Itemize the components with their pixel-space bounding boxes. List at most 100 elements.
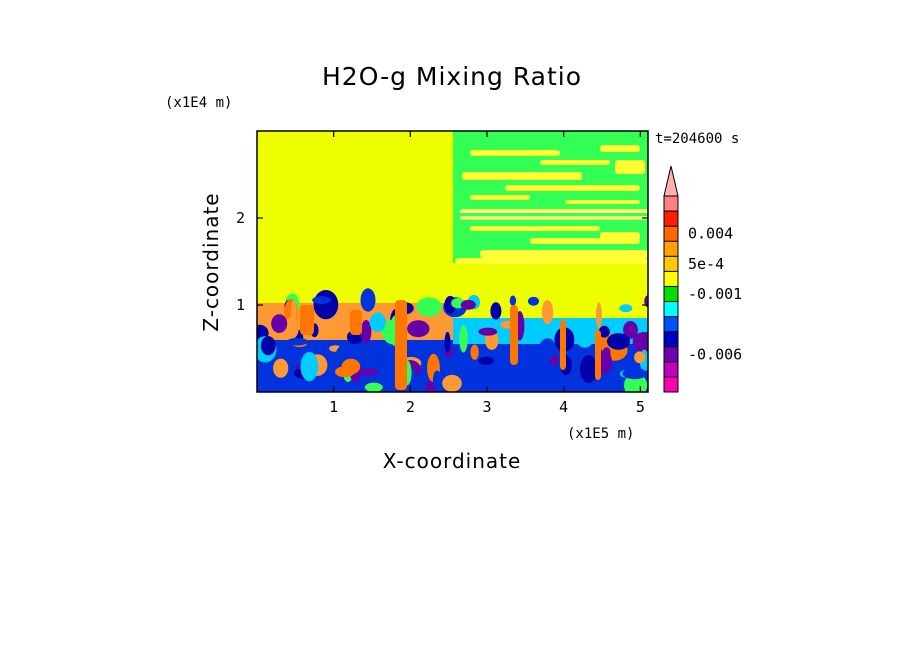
y-tick-label: 2 <box>236 209 245 227</box>
x-tick-label: 3 <box>482 398 491 416</box>
colorbar-label: -0.001 <box>688 285 742 303</box>
field-blob <box>539 338 556 359</box>
colorbar-level <box>664 256 678 272</box>
field-blob <box>360 288 376 312</box>
field-blob <box>622 367 647 380</box>
field-plume <box>350 310 362 335</box>
colorbar-level <box>664 286 678 302</box>
field-blob <box>478 327 498 336</box>
field-blob <box>369 312 386 333</box>
field-streak <box>470 195 530 200</box>
y-tick-label: 1 <box>236 296 245 314</box>
colorbar: 0.004 5e-4 -0.001 -0.006 <box>663 165 742 393</box>
colorbar-level <box>664 271 678 287</box>
field-blob <box>432 370 442 389</box>
x-tick-label: 2 <box>406 398 415 416</box>
field-blob <box>634 351 646 364</box>
field-blob <box>290 300 297 325</box>
field-plume <box>395 300 407 390</box>
field-blob <box>619 304 633 313</box>
field-streak <box>480 250 648 258</box>
colorbar-label: 0.004 <box>688 225 733 243</box>
field-blob <box>425 379 436 392</box>
x-tick-label: 4 <box>559 398 568 416</box>
field-streak <box>540 160 610 165</box>
plot-frame <box>256 130 649 393</box>
field-plume <box>510 305 518 365</box>
field-blob <box>598 325 610 338</box>
field-blob <box>595 302 602 329</box>
field-streak <box>565 200 640 204</box>
field-streak <box>462 172 582 180</box>
field-blob <box>525 381 544 392</box>
field-blob <box>416 297 442 317</box>
field-streak <box>615 160 645 174</box>
field-blob <box>598 349 612 374</box>
field-blob <box>580 355 598 384</box>
field-line <box>460 211 648 213</box>
field-blob <box>577 335 593 348</box>
colorbar-level <box>664 331 678 347</box>
mixing-ratio-field <box>257 131 648 392</box>
field-blob <box>358 368 378 376</box>
field-blob <box>632 332 648 352</box>
colorbar-extend-arrow <box>663 165 679 197</box>
field-blob <box>459 325 468 353</box>
field-blob <box>407 320 430 338</box>
field-plume <box>560 320 566 370</box>
field-blob <box>460 299 476 310</box>
field-streak <box>600 145 640 152</box>
field-blob <box>623 321 638 339</box>
x-axis-title: X-coordinate <box>383 449 522 473</box>
y-axis-ticks: 12 <box>236 209 648 314</box>
colorbar-level <box>664 211 678 227</box>
field-blob <box>541 299 554 325</box>
field-blob <box>273 358 289 378</box>
field-blob <box>470 344 479 360</box>
chart-title: H2O-g Mixing Ratio <box>322 62 582 91</box>
field-blob <box>478 356 495 365</box>
field-plume <box>595 330 601 380</box>
field-blob <box>312 296 331 305</box>
field-blob <box>490 302 502 320</box>
x-axis-ticks: 1 2 3 4 5 <box>329 131 645 416</box>
y-axis-title: Z-coordinate <box>199 192 223 331</box>
x-scale-label: (x1E5 m) <box>567 426 634 442</box>
x-tick-label: 5 <box>636 398 645 416</box>
field-blob <box>300 352 319 382</box>
field-blob <box>528 296 539 306</box>
field-blob <box>313 290 339 320</box>
field-blob <box>442 374 462 392</box>
colorbar-level <box>664 376 678 392</box>
field-blob <box>374 346 382 368</box>
field-streak <box>470 226 600 231</box>
colorbar-label: 5e-4 <box>688 255 724 273</box>
field-streak <box>455 258 648 264</box>
field-blob <box>341 358 361 375</box>
colorbar-level <box>664 346 678 362</box>
field-blob <box>271 314 288 333</box>
time-label: t=204600 s <box>655 131 739 147</box>
field-streak <box>505 185 640 191</box>
field-streak <box>470 150 560 156</box>
colorbar-level <box>664 301 678 317</box>
colorbar-level <box>664 361 678 377</box>
field-blob <box>260 336 276 356</box>
colorbar-label: -0.006 <box>688 345 742 363</box>
field-plume <box>300 305 314 335</box>
colorbar-level <box>664 241 678 257</box>
y-scale-label: (x1E4 m) <box>165 95 232 111</box>
field-blob <box>360 319 372 344</box>
field-streak <box>600 232 640 240</box>
field-blob <box>606 333 631 350</box>
field-blob <box>364 382 383 392</box>
field-blob <box>286 337 308 346</box>
field-blob <box>444 331 451 353</box>
colorbar-level <box>664 226 678 242</box>
colorbar-level <box>664 196 678 212</box>
field-line <box>460 218 648 220</box>
field-blob <box>644 295 648 307</box>
field-blob <box>509 295 517 306</box>
